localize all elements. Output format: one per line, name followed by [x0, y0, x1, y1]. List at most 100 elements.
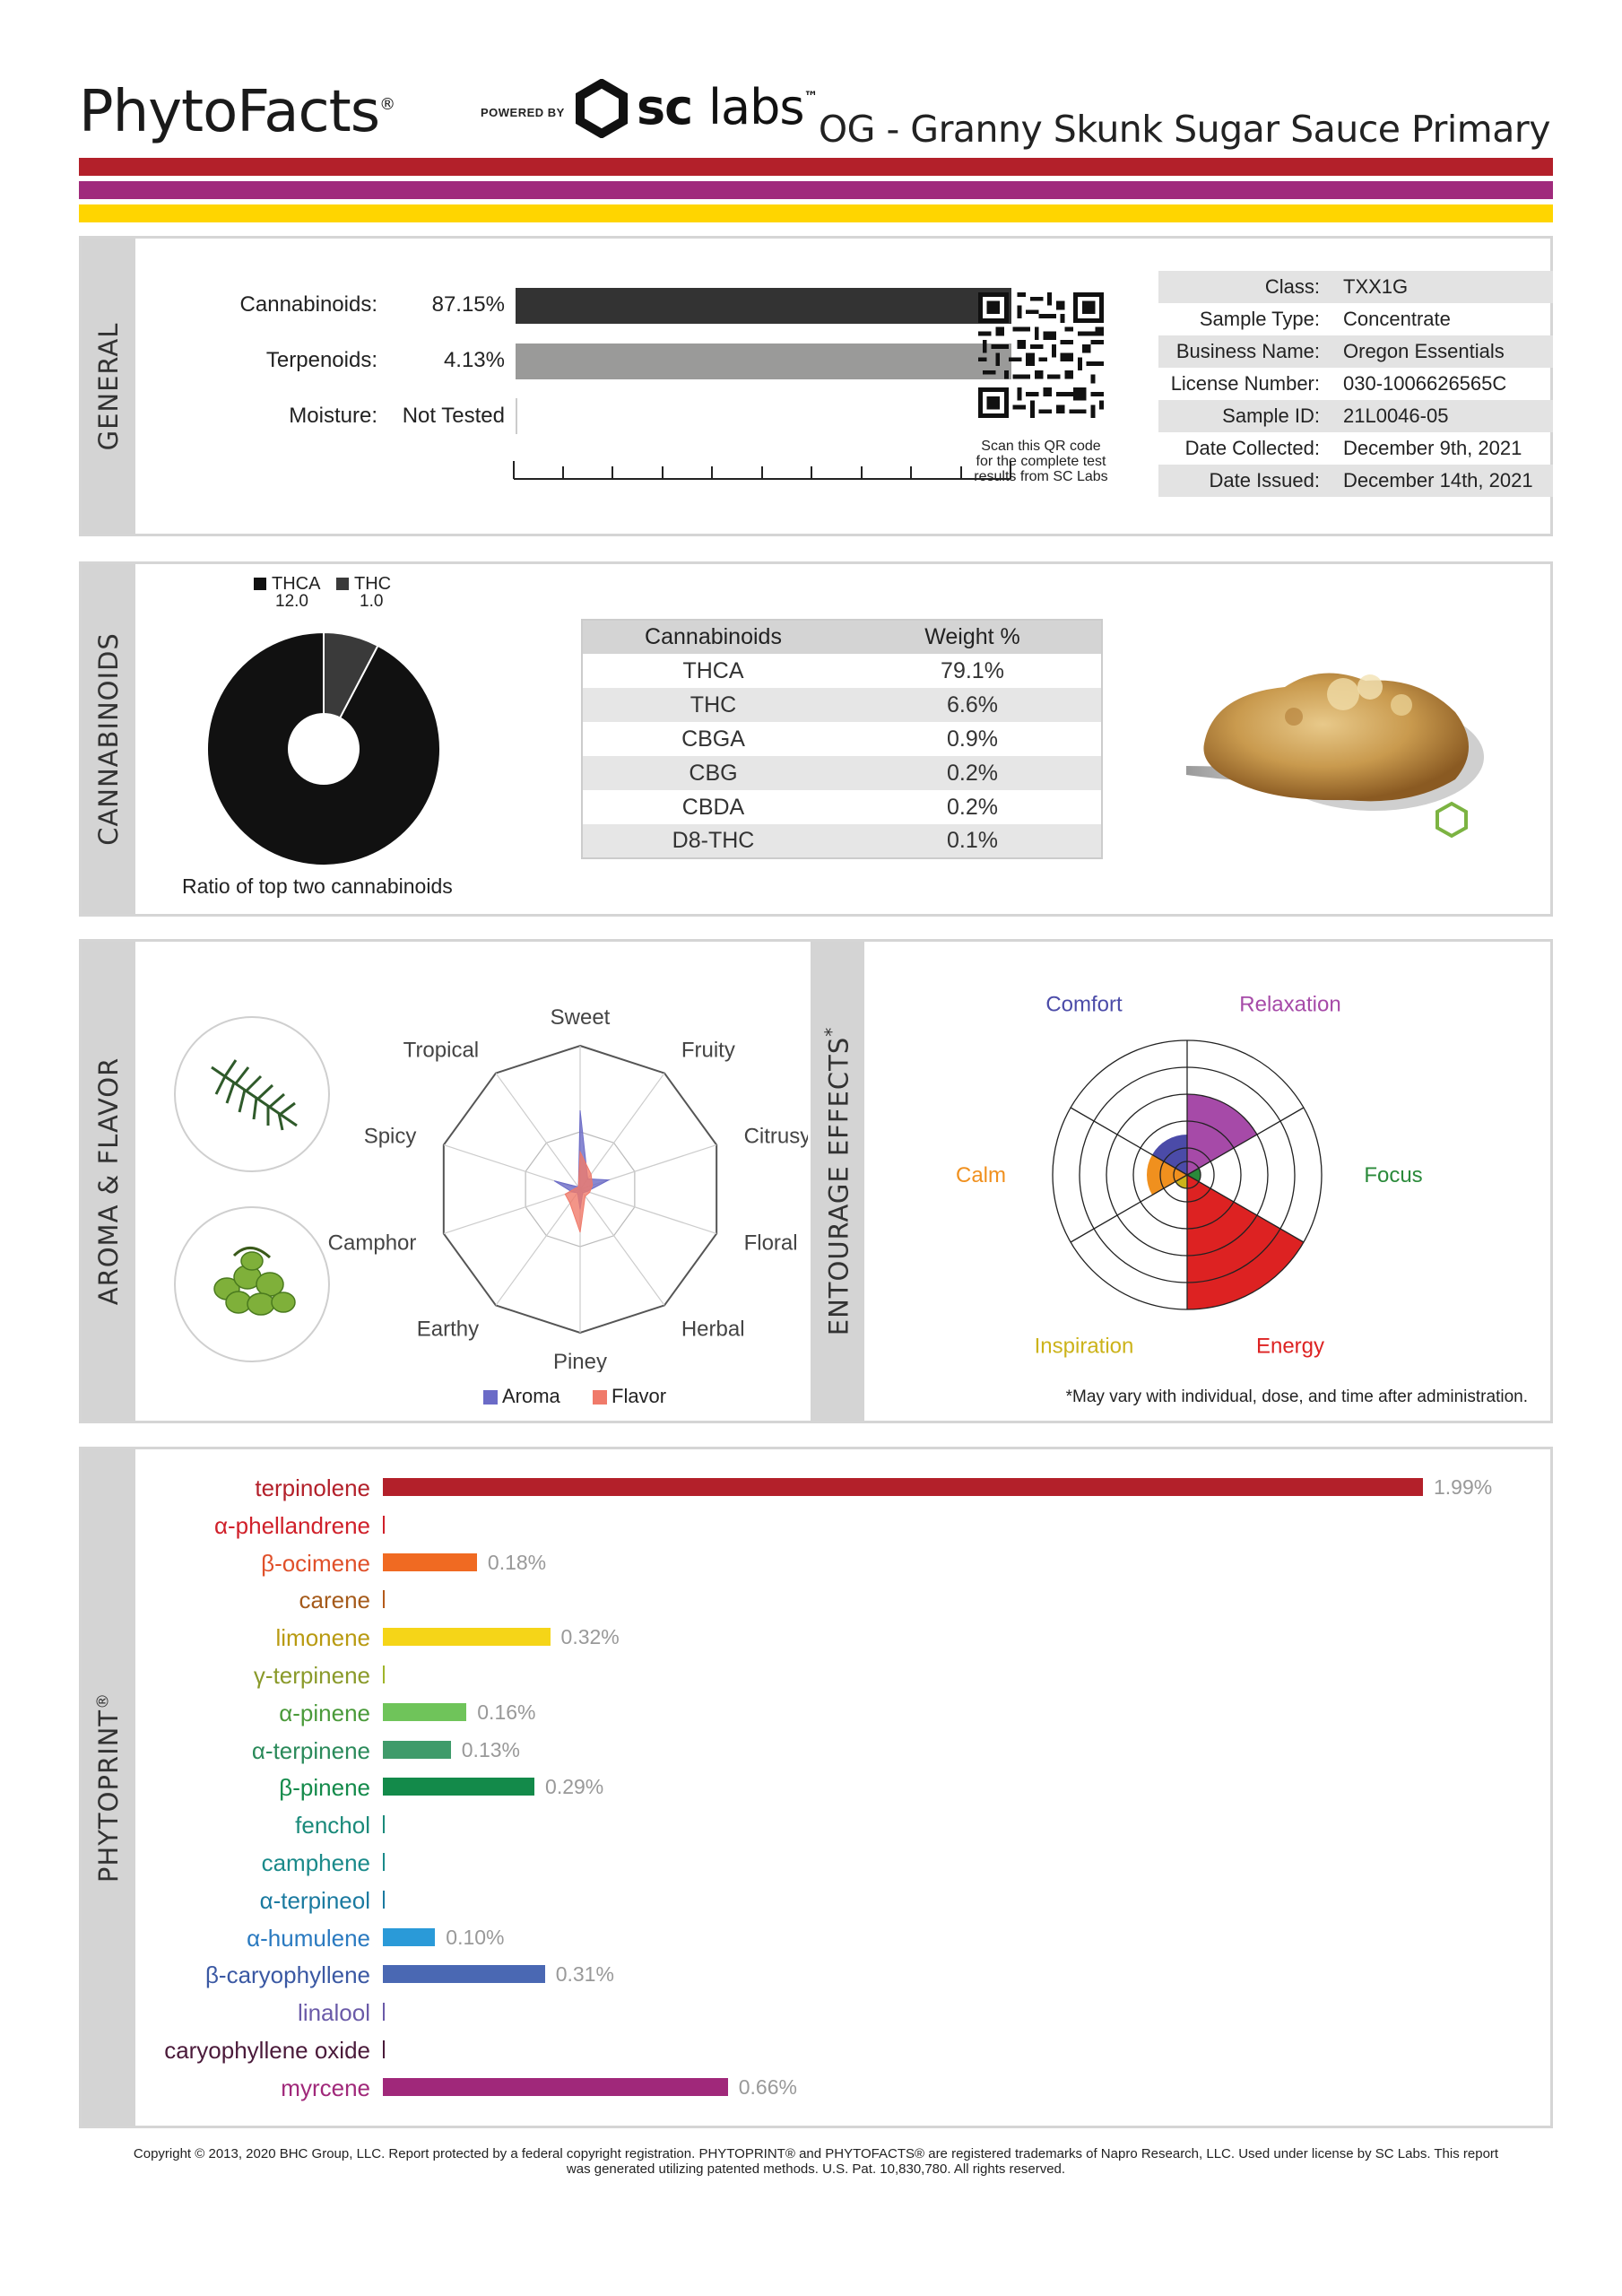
terpene-value-label: 0.31% — [555, 1962, 614, 1987]
terpene-value-label: 0.66% — [738, 2074, 797, 2099]
cannabinoids-side-label: CANNABINOIDS — [93, 632, 124, 846]
ratio-caption: Ratio of top two cannabinoids — [182, 874, 453, 898]
radar-spoke — [579, 1188, 717, 1235]
phytofacts-logo: PhytoFacts® — [79, 79, 395, 145]
terpene-label: caryophyllene oxide — [164, 2037, 370, 2064]
info-row-sample-type: Sample Type: Concentrate — [1199, 308, 1451, 330]
terpene-bar — [383, 1552, 477, 1571]
general-side-label: GENERAL — [93, 322, 124, 450]
terpene-label: α-terpineol — [259, 1886, 370, 1914]
table-row: CBDA 0.2% — [681, 794, 998, 820]
info-row-class: Class: TXX1G — [1158, 271, 1553, 303]
terpene-bar — [383, 1927, 436, 1946]
terpene-value-label: 0.10% — [446, 1925, 505, 1949]
terpene-label: limonene — [275, 1624, 370, 1652]
moisture-label: Moisture: — [289, 404, 377, 428]
terpene-value-label: 0.29% — [545, 1775, 604, 1799]
radar-axis-label-herbal: Herbal — [681, 1317, 745, 1341]
table-row: THCA 79.1% — [682, 657, 1004, 683]
terpenoids-label: Terpenoids: — [265, 348, 377, 372]
radar-axis-label-sweet: Sweet — [551, 1005, 611, 1030]
effect-spoke — [1186, 1174, 1305, 1243]
terpene-bar — [383, 1628, 551, 1647]
terpene-label: α-terpinene — [251, 1736, 370, 1764]
moisture-bar-baseline — [516, 398, 517, 434]
radar-spoke — [495, 1188, 581, 1306]
brand-text: PhytoFacts — [79, 79, 380, 145]
general-scale-ruler — [513, 461, 1011, 480]
legend-swatch-flavor — [593, 1390, 607, 1405]
effect-wedge-energy — [1187, 1175, 1304, 1309]
legend-label-thca: THCA — [272, 574, 321, 594]
entourage-side-label: ENTOURAGE EFFECTS* — [820, 1026, 854, 1336]
terpene-label: camphene — [261, 1849, 370, 1876]
info-row-sample-id: Sample ID: 21L0046-05 — [1158, 400, 1553, 432]
effect-label-focus: Focus — [1364, 1163, 1422, 1187]
terpene-bar — [383, 2040, 385, 2058]
radar-spoke — [495, 1073, 581, 1190]
powered-by-label: POWERED BY — [481, 106, 565, 119]
radar-axis-label-tropical: Tropical — [403, 1039, 479, 1063]
cannabinoids-side-bar: CANNABINOIDS — [82, 564, 135, 914]
effect-label-comfort: Comfort — [1045, 992, 1123, 1016]
product-title: OG - Granny Skunk Sugar Sauce Primary — [818, 108, 1551, 151]
aroma-flavor-radar: Sweet Fruity Citrusy Floral Herbal Piney Earth… — [328, 1005, 808, 1372]
radar-spoke — [443, 1188, 581, 1235]
radar-axis-label-floral: Floral — [744, 1231, 798, 1255]
product-photo — [1186, 673, 1484, 839]
stripe-red — [79, 158, 1553, 176]
effect-spoke — [1070, 1107, 1188, 1176]
radar-series-flavor — [564, 1150, 594, 1233]
terpene-value-label: 0.13% — [461, 1737, 520, 1761]
terpene-bar — [383, 1590, 385, 1609]
radar-axis-label-earthy: Earthy — [417, 1317, 479, 1341]
terpene-bar — [383, 1853, 385, 1871]
table-header-weight: Weight % — [844, 620, 1102, 654]
effect-wedge-focus — [1187, 1168, 1201, 1182]
terpene-label: β-caryophyllene — [204, 1961, 370, 1989]
terpene-bar — [383, 1890, 385, 1909]
table-row: THC 6.6% — [582, 688, 1102, 722]
table-header-cannabinoids: Cannabinoids — [582, 620, 844, 654]
effect-label-inspiration: Inspiration — [1035, 1335, 1134, 1359]
terpene-label: linalool — [298, 1999, 370, 2027]
radar-axis-label-fruity: Fruity — [681, 1039, 735, 1063]
cannabinoids-bar — [516, 288, 1011, 324]
aroma-side-bar: AROMA & FLAVOR — [82, 942, 135, 1421]
brand-mark: ® — [379, 95, 395, 114]
terpene-bar — [383, 1478, 1423, 1496]
cannabinoid-ratio-donut — [206, 631, 441, 866]
phytoprint-side-bar: PHYTOPRINT® — [82, 1449, 135, 2126]
terpene-bar — [383, 2077, 728, 2096]
info-row-date-issued: Date Issued: December 14th, 2021 — [1158, 465, 1553, 497]
radar-axis-label-citrusy: Citrusy — [744, 1125, 808, 1149]
hops-icon — [174, 1206, 330, 1362]
entourage-panel: ENTOURAGE EFFECTS* Relaxation Focus Energy… — [811, 939, 1553, 1423]
legend-value-thc: 1.0 — [360, 592, 384, 611]
terpene-label: myrcene — [281, 2074, 370, 2101]
effect-spoke — [1186, 1107, 1305, 1176]
terpene-label: carene — [299, 1587, 371, 1614]
radar-axis-label-spicy: Spicy — [364, 1125, 417, 1149]
general-panel: GENERAL Cannabinoids: 87.15% Terpenoids:… — [79, 236, 1553, 536]
terpene-bar — [383, 1740, 451, 1759]
donut-hole — [288, 713, 360, 785]
entourage-effects-chart: Relaxation Focus Energy Inspiration Calm Comf… — [956, 992, 1423, 1359]
info-row-date-collected: Date Collected: December 9th, 2021 — [1184, 437, 1522, 459]
effect-spoke — [1070, 1174, 1188, 1243]
radar-spoke — [579, 1188, 665, 1306]
legend-label-flavor: Flavor — [612, 1385, 667, 1407]
sc-labs-logo-text: sc labs™ — [637, 79, 818, 135]
legend-value-thca: 12.0 — [275, 592, 308, 611]
effect-label-relaxation: Relaxation — [1239, 992, 1340, 1016]
moisture-value: Not Tested — [402, 404, 505, 428]
qr-code-icon[interactable] — [978, 292, 1104, 418]
terpene-bar — [383, 1665, 385, 1683]
terpene-bar — [383, 1702, 467, 1721]
legend-swatch-thc — [336, 578, 349, 590]
effect-label-energy: Energy — [1256, 1335, 1324, 1359]
entourage-side-bar: ENTOURAGE EFFECTS* — [811, 942, 864, 1421]
legend-label-thc: THC — [354, 574, 392, 594]
table-row: CBGA 0.9% — [681, 726, 998, 752]
general-side-bar: GENERAL — [82, 239, 135, 534]
